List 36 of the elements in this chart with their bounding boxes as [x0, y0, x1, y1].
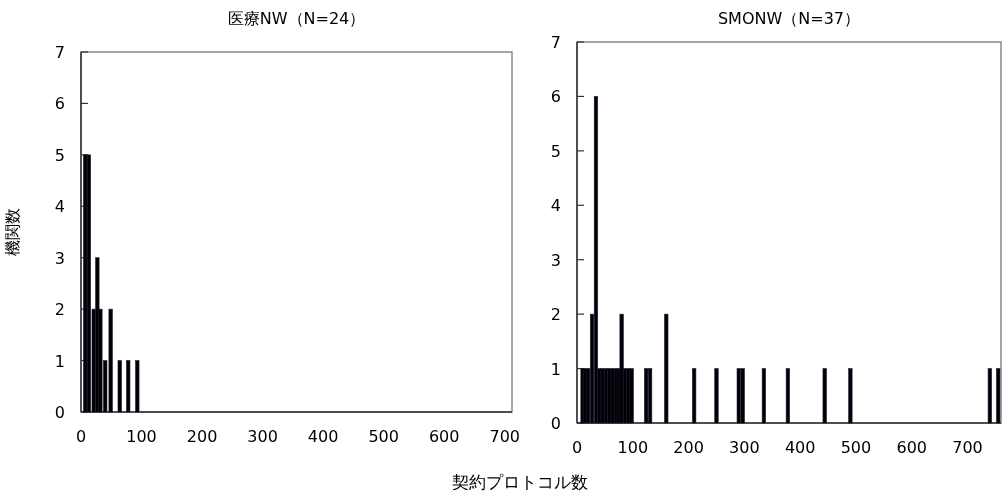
y-tick-label: 6: [54, 94, 65, 114]
y-axis-title: 機関数: [3, 208, 22, 256]
x-tick-label: 0: [75, 427, 87, 446]
x-tick-label: 600: [428, 427, 460, 446]
y-tick-label: 2: [550, 305, 561, 325]
x-tick-label: 700: [952, 438, 983, 457]
y-tick-label: 4: [550, 196, 561, 216]
x-tick-label: 100: [617, 438, 649, 457]
x-tick-label: 300: [729, 438, 760, 457]
y-tick-label: 3: [54, 248, 65, 268]
x-tick-label: 400: [307, 427, 339, 446]
y-tick-label: 7: [54, 43, 65, 62]
y-tick-label: 6: [550, 87, 561, 107]
x-tick-label: 100: [126, 427, 157, 446]
y-tick-label: 0: [54, 403, 65, 422]
y-tick-label: 5: [54, 145, 65, 165]
chart-title: 医療NW（N=24）: [227, 9, 366, 28]
y-tick-label: 5: [550, 141, 561, 161]
chart-title: SMONW（N=37）: [717, 9, 861, 28]
y-tick-label: 0: [550, 414, 561, 433]
x-tick-label: 500: [368, 427, 399, 446]
x-tick-label: 700: [489, 427, 521, 446]
x-axis-title: 契約プロトコル数: [452, 472, 588, 492]
x-tick-label: 200: [673, 438, 704, 457]
y-tick-label: 1: [550, 359, 561, 379]
y-tick-label: 2: [54, 300, 65, 320]
y-tick-label: 7: [550, 33, 561, 52]
x-tick-label: 500: [840, 438, 872, 457]
x-tick-label: 400: [784, 438, 816, 457]
x-tick-label: 600: [896, 438, 928, 457]
y-tick-label: 3: [550, 250, 561, 270]
x-tick-label: 0: [571, 438, 583, 457]
x-tick-label: 300: [247, 427, 278, 446]
y-tick-label: 1: [54, 351, 65, 371]
x-tick-label: 200: [186, 427, 218, 446]
y-tick-label: 4: [54, 197, 65, 217]
